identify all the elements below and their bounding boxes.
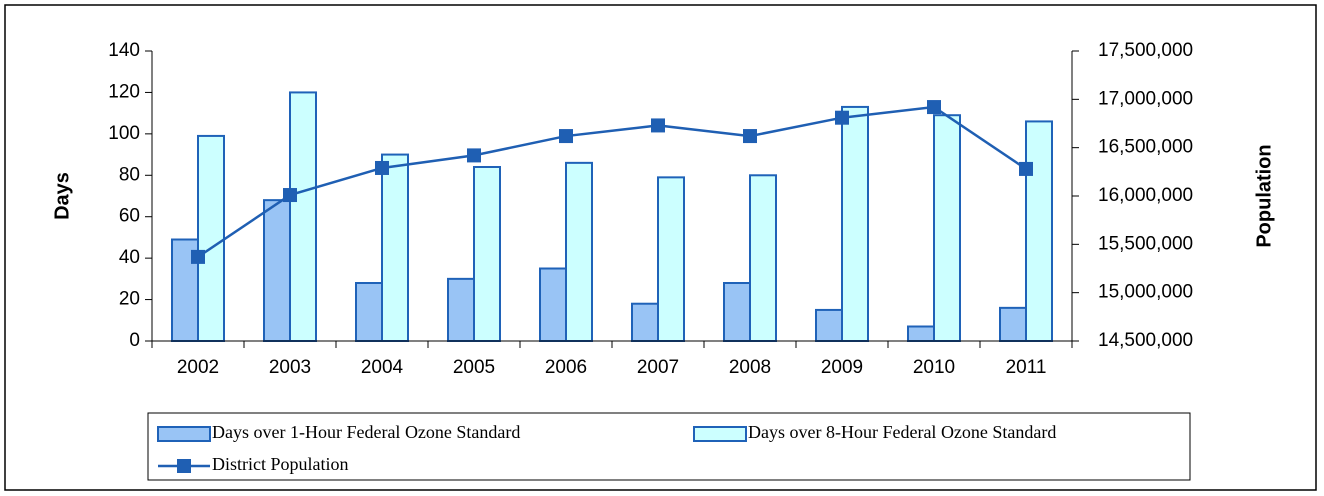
y-tick-label: 80 — [119, 164, 140, 185]
legend-swatch — [693, 426, 747, 442]
bar — [355, 282, 383, 342]
x-tick-label: 2010 — [913, 357, 955, 378]
x-tick-label: 2006 — [545, 357, 587, 378]
line-marker — [375, 160, 389, 175]
bar — [999, 306, 1027, 343]
bar — [565, 161, 593, 342]
y-axis-title: Days — [51, 172, 73, 220]
y2-tick-label: 15,500,000 — [1098, 233, 1193, 254]
line-marker — [467, 148, 481, 163]
bar — [381, 153, 409, 342]
y-tick-label: 20 — [119, 289, 140, 310]
line-marker — [1019, 161, 1033, 176]
bar — [631, 302, 659, 343]
legend-label: District Population — [212, 454, 349, 474]
y-tick-label: 120 — [108, 81, 140, 102]
bar — [1025, 120, 1053, 342]
x-tick-label: 2002 — [177, 357, 219, 378]
x-tick-label: 2011 — [1006, 357, 1047, 378]
legend-label: Days over 8-Hour Federal Ozone Standard — [748, 422, 1056, 442]
line — [197, 105, 1027, 258]
x-tick-label: 2004 — [361, 357, 404, 378]
x-tick-label: 2009 — [821, 357, 863, 378]
y-tick-label: 60 — [119, 206, 140, 227]
line-marker — [651, 118, 665, 133]
y-tick-label: 40 — [119, 247, 140, 268]
bar — [289, 91, 317, 342]
bar — [447, 277, 475, 343]
y-tick-label: 140 — [108, 40, 140, 61]
y2-tick-label: 17,500,000 — [1098, 40, 1193, 61]
line-marker — [927, 100, 941, 115]
line-marker — [559, 129, 573, 144]
x-tick-label: 2007 — [637, 357, 679, 378]
y2-tick-label: 17,000,000 — [1098, 88, 1193, 109]
y2-tick-label: 16,000,000 — [1098, 185, 1193, 206]
x-tick-label: 2003 — [269, 357, 311, 378]
bar — [657, 176, 685, 342]
y2-axis-title: Population — [1253, 144, 1275, 247]
line-marker — [835, 110, 849, 125]
bar — [841, 105, 869, 342]
bar — [933, 114, 961, 343]
legend-swatch — [177, 459, 191, 473]
legend-swatch — [157, 426, 211, 442]
line-marker — [743, 129, 757, 144]
bar — [907, 325, 935, 342]
bar — [749, 174, 777, 342]
y2-tick-label: 16,500,000 — [1098, 137, 1193, 158]
bar — [815, 308, 843, 342]
bar — [723, 282, 751, 342]
y2-tick-label: 14,500,000 — [1098, 330, 1193, 351]
x-tick-label: 2008 — [729, 357, 771, 378]
bar — [473, 166, 501, 342]
line-marker — [283, 188, 297, 203]
bar — [197, 134, 225, 342]
y-tick-label: 0 — [129, 330, 140, 351]
bar — [539, 267, 567, 342]
line-marker — [191, 249, 205, 264]
x-tick-label: 2005 — [453, 357, 495, 378]
y2-tick-label: 15,000,000 — [1098, 282, 1193, 303]
y-tick-label: 100 — [108, 123, 140, 144]
bar — [263, 199, 291, 342]
legend-label: Days over 1-Hour Federal Ozone Standard — [212, 422, 520, 442]
legend-box — [147, 412, 1191, 481]
